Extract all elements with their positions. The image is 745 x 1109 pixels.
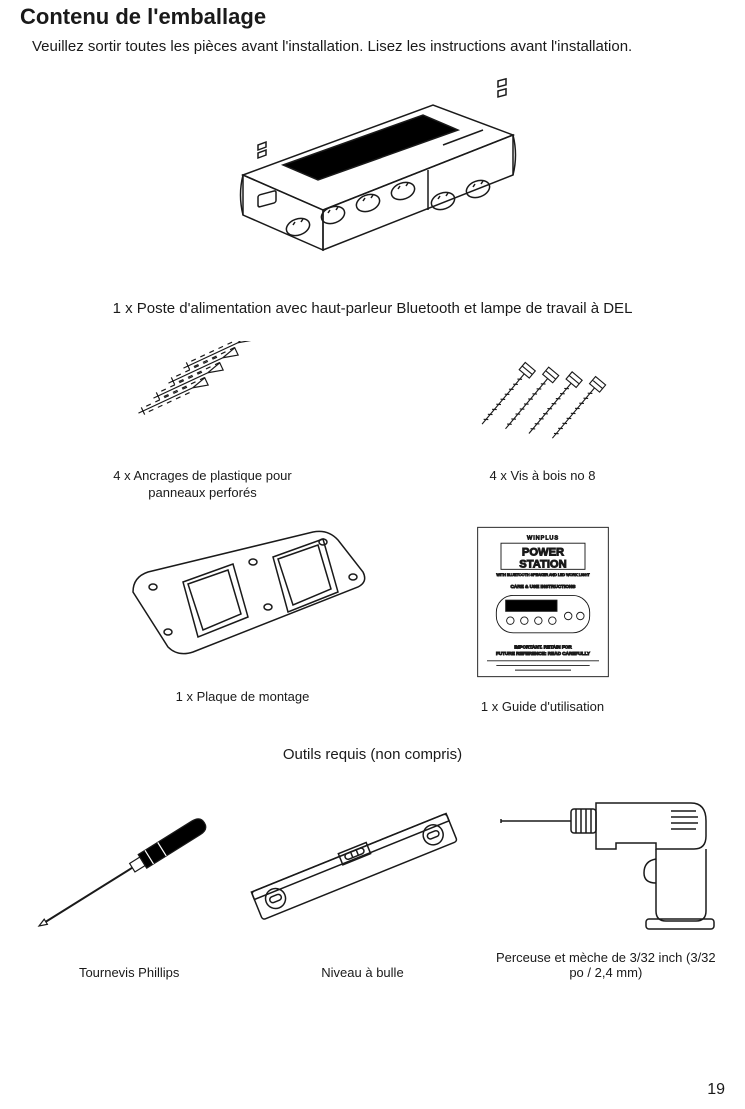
page-number: 19	[707, 1081, 725, 1099]
drill-label: Perceuse et mèche de 3/32 inch (3/32 po …	[496, 950, 716, 981]
guide-label: 1 x Guide d'utilisation	[453, 699, 633, 716]
main-product-figure	[20, 75, 725, 290]
drill-icon	[496, 781, 716, 931]
svg-text:IMPORTANT. RETAIN FOR: IMPORTANT. RETAIN FOR	[514, 644, 572, 649]
user-guide-icon: WINPLUS POWER STATION WITH BLUETOOTH SPE…	[473, 522, 613, 682]
plate-cell: 1 x Plaque de montage	[113, 522, 373, 716]
anchors-cell: 4 x Ancrages de plastique pour panneaux …	[93, 341, 313, 502]
svg-text:FUTURE REFERENCE: READ CAREFUL: FUTURE REFERENCE: READ CAREFULLY	[496, 651, 591, 656]
screws-label: 4 x Vis à bois no 8	[433, 468, 653, 485]
mounting-plate-icon	[113, 522, 373, 672]
power-station-icon	[203, 75, 543, 285]
plate-label: 1 x Plaque de montage	[113, 689, 373, 706]
svg-text:CARE & USE INSTRUCTIONS: CARE & USE INSTRUCTIONS	[510, 584, 575, 589]
svg-text:WITH BLUETOOTH SPEAKER AND LED: WITH BLUETOOTH SPEAKER AND LED WORK LIGH…	[496, 573, 590, 577]
level-icon	[247, 806, 477, 946]
drill-cell: Perceuse et mèche de 3/32 inch (3/32 po …	[496, 781, 716, 981]
level-label: Niveau à bulle	[247, 965, 477, 981]
anchors-label: 4 x Ancrages de plastique pour panneaux …	[93, 468, 313, 502]
svg-text:POWER: POWER	[521, 546, 563, 558]
screwdriver-icon	[29, 816, 229, 946]
screwdriver-cell: Tournevis Phillips	[29, 816, 229, 981]
level-cell: Niveau à bulle	[247, 806, 477, 981]
anchors-icon	[123, 341, 283, 451]
svg-text:STATION: STATION	[519, 558, 566, 570]
svg-text:WINPLUS: WINPLUS	[526, 535, 558, 541]
main-product-label: 1 x Poste d'alimentation avec haut-parle…	[20, 300, 725, 317]
tools-row: Tournevis Phillips	[20, 781, 725, 981]
page-title: Contenu de l'emballage	[20, 4, 725, 30]
screwdriver-label: Tournevis Phillips	[29, 965, 229, 981]
screws-cell: 4 x Vis à bois no 8	[433, 341, 653, 502]
contents-row-2: 1 x Plaque de montage WINPLUS POWER STAT…	[20, 522, 725, 716]
screws-icon	[468, 341, 618, 451]
guide-cell: WINPLUS POWER STATION WITH BLUETOOTH SPE…	[453, 522, 633, 716]
tools-heading: Outils requis (non compris)	[20, 746, 725, 763]
intro-text: Veuillez sortir toutes les pièces avant …	[32, 38, 725, 55]
contents-row-1: 4 x Ancrages de plastique pour panneaux …	[20, 341, 725, 502]
